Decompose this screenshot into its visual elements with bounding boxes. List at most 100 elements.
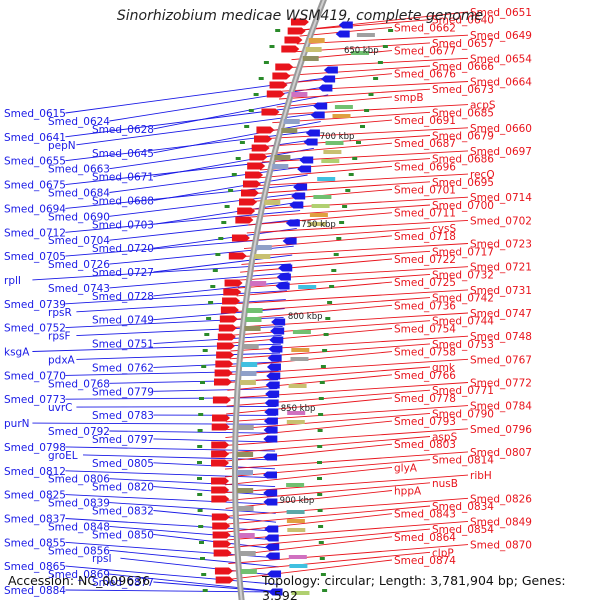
scale-tick	[317, 509, 323, 512]
left-label-connector	[76, 299, 286, 313]
scale-tick	[263, 61, 269, 64]
left-label-connector	[32, 263, 291, 281]
scale-tick	[333, 253, 339, 256]
right-gene-label: Smed_0854	[432, 524, 494, 536]
left-gene-label: Smed_0770	[4, 370, 66, 382]
reverse-gene-arrow	[271, 318, 286, 326]
scale-tick	[317, 477, 322, 480]
right-label-connector	[296, 34, 469, 45]
cog-feature-block	[242, 344, 259, 349]
left-label-connector	[153, 201, 302, 225]
scale-tick	[202, 589, 208, 592]
scale-label: 900 kbp	[280, 496, 315, 506]
scale-tick	[320, 573, 326, 576]
left-label-connector	[65, 494, 276, 505]
scale-tick	[317, 429, 323, 432]
scale-tick	[320, 365, 326, 368]
right-label-connector	[225, 497, 469, 517]
right-label-connector	[228, 358, 469, 376]
scale-tick	[198, 413, 204, 416]
forward-gene-arrow	[231, 234, 250, 242]
cog-feature-block	[246, 308, 263, 313]
forward-gene-arrow	[215, 360, 234, 368]
forward-gene-arrow	[212, 396, 231, 404]
right-label-connector	[226, 505, 431, 525]
left-gene-label: Smed_0712	[4, 227, 66, 239]
forward-gene-arrow	[218, 324, 237, 332]
left-label-connector	[109, 478, 276, 488]
left-gene-label: Smed_0727	[92, 267, 154, 279]
inner-feature-block	[291, 348, 310, 352]
forward-gene-arrow	[290, 18, 309, 26]
scale-tick	[253, 93, 259, 96]
right-gene-label: Smed_0697	[470, 146, 532, 158]
cog-feature-block	[308, 38, 325, 43]
left-gene-label: Smed_0624	[48, 116, 110, 128]
left-label-connector	[65, 565, 280, 586]
left-gene-label: Smed_0751	[92, 339, 154, 351]
left-label-connector	[153, 438, 276, 443]
left-gene-label: Smed_0812	[4, 466, 66, 478]
reverse-gene-arrow	[267, 570, 282, 578]
left-gene-label: Smed_0671	[92, 172, 154, 184]
right-gene-label: hppA	[394, 486, 422, 498]
reverse-gene-arrow	[264, 525, 279, 533]
forward-gene-arrow	[284, 36, 303, 44]
left-label-connector	[109, 165, 310, 193]
cog-feature-block	[255, 245, 272, 250]
label-connectors	[32, 11, 469, 593]
reverse-gene-arrow	[266, 372, 281, 380]
forward-gene-arrow	[245, 171, 264, 179]
scale-tick	[325, 317, 331, 320]
forward-gene-arrow	[211, 486, 230, 494]
right-label-connector	[258, 165, 393, 179]
reverse-gene-arrow	[268, 588, 283, 596]
inner-feature-block	[286, 510, 305, 514]
left-gene-label: Smed_0884	[4, 585, 66, 597]
right-gene-label: Smed_0834	[432, 501, 494, 513]
forward-gene-arrow	[249, 153, 268, 161]
right-gene-label: Smed_0714	[470, 192, 532, 204]
right-gene-label: Smed_0731	[470, 285, 532, 297]
reverse-gene-arrow	[264, 408, 279, 416]
right-gene-label: Smed_0843	[394, 509, 456, 521]
right-gene-label: Smed_0772	[470, 378, 532, 390]
left-label-connector	[109, 549, 279, 568]
left-gene-label: Smed_0837	[4, 514, 66, 526]
reverse-gene-arrow	[285, 219, 300, 227]
scale-tick	[197, 493, 203, 496]
forward-gene-arrow	[281, 45, 300, 53]
right-label-connector	[225, 474, 469, 494]
scale-tick	[258, 77, 264, 80]
inner-feature-block	[290, 357, 309, 361]
inner-feature-block	[286, 420, 305, 424]
right-label-connector	[232, 312, 469, 328]
reverse-gene-arrow	[321, 75, 336, 83]
left-label-connector	[153, 281, 289, 297]
inner-feature-block	[286, 483, 305, 487]
forward-gene-arrow	[215, 576, 234, 584]
right-label-connector	[229, 559, 393, 580]
left-gene-label: Smed_0675	[4, 180, 66, 192]
scale-tick	[348, 173, 354, 176]
forward-gene-arrow	[287, 27, 306, 35]
scale-tick	[345, 189, 351, 192]
right-gene-label: Smed_0803	[394, 439, 456, 451]
forward-gene-arrow	[211, 423, 230, 431]
left-gene-label: Smed_0779	[92, 386, 154, 398]
right-gene-label: Smed_0790	[432, 408, 494, 420]
left-label-connector	[65, 103, 326, 138]
right-gene-label: Smed_0736	[394, 300, 456, 312]
forward-gene-arrow	[214, 369, 233, 377]
scale-tick	[199, 397, 204, 400]
right-gene-label: aspS	[432, 432, 458, 444]
backbone-highlight	[234, 0, 325, 600]
reverse-gene-arrow	[263, 489, 278, 497]
left-gene-label: Smed_0752	[4, 323, 66, 335]
forward-gene-arrow	[211, 513, 230, 521]
right-label-connector	[263, 142, 393, 155]
left-gene-label: pepN	[48, 140, 76, 152]
right-gene-label: Smed_0677	[394, 46, 456, 58]
forward-gene-arrow	[220, 306, 239, 314]
left-gene-label: purN	[4, 418, 30, 430]
